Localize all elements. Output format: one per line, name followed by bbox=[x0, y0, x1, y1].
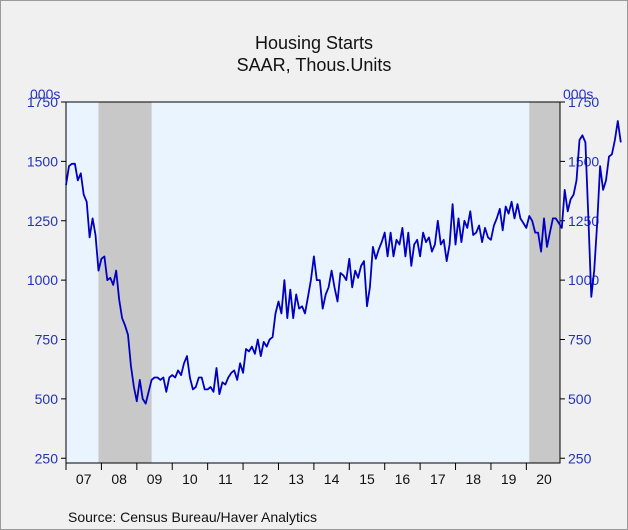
chart-title: Housing Starts bbox=[254, 33, 374, 53]
y-tick-label-left: 500 bbox=[35, 391, 59, 407]
x-tick-label: 09 bbox=[147, 471, 163, 487]
x-tick-label: 13 bbox=[288, 471, 304, 487]
x-tick-label: 10 bbox=[182, 471, 198, 487]
y-tick-label-right: 500 bbox=[568, 391, 592, 407]
chart-subtitle: SAAR, Thous.Units bbox=[236, 55, 392, 75]
y-tick-label-right: 750 bbox=[568, 332, 592, 348]
x-tick-label: 12 bbox=[253, 471, 269, 487]
x-tick-label: 18 bbox=[465, 471, 481, 487]
recession-band bbox=[529, 102, 560, 463]
y-tick-label-left: 1000 bbox=[27, 272, 58, 288]
x-tick-label: 08 bbox=[111, 471, 127, 487]
y-tick-label-left: 750 bbox=[35, 332, 59, 348]
x-tick-label: 20 bbox=[536, 471, 552, 487]
y-tick-label-left: 1500 bbox=[27, 153, 58, 169]
y-tick-label-left: 250 bbox=[35, 450, 59, 466]
y-tick-label-right: 1750 bbox=[568, 94, 599, 110]
y-tick-label-right: 1250 bbox=[568, 213, 599, 229]
y-axis-unit-right: 000s bbox=[563, 86, 594, 102]
x-tick-label: 17 bbox=[430, 471, 446, 487]
x-tick-label: 14 bbox=[324, 471, 340, 487]
y-tick-label-right: 1500 bbox=[568, 153, 599, 169]
y-tick-label-left: 1750 bbox=[27, 94, 58, 110]
x-tick-label: 11 bbox=[218, 471, 233, 487]
y-tick-label-right: 250 bbox=[568, 450, 592, 466]
x-tick-label: 07 bbox=[76, 471, 92, 487]
housing-starts-line bbox=[65, 120, 622, 405]
x-tick-label: 16 bbox=[395, 471, 411, 487]
x-tick-label: 19 bbox=[501, 471, 517, 487]
recession-band bbox=[98, 102, 152, 463]
y-tick-label-left: 1250 bbox=[27, 213, 58, 229]
plot-border bbox=[65, 101, 561, 464]
source-note: Source: Census Bureau/Haver Analytics bbox=[68, 509, 318, 525]
x-tick-label: 15 bbox=[359, 471, 375, 487]
y-axis-unit-left: 000s bbox=[30, 86, 61, 102]
